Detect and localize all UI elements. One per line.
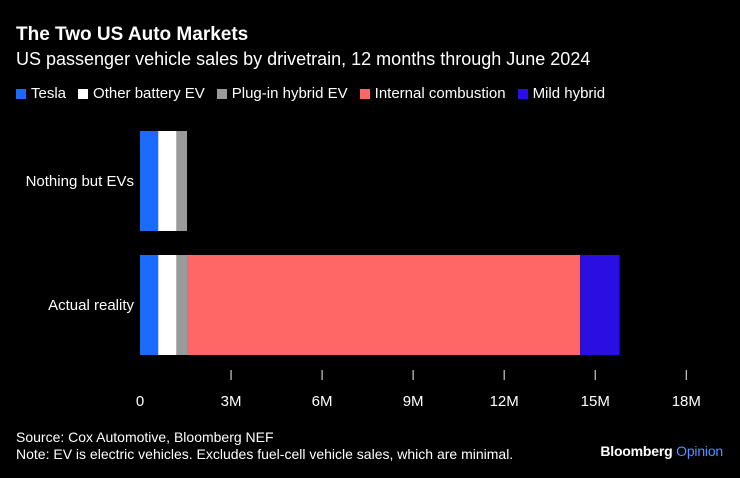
legend-swatch-other-battery-ev <box>78 88 89 99</box>
x-tick-label-9m: 9M <box>403 393 424 410</box>
legend-item-internal-combustion: Internal combustion <box>359 85 506 102</box>
legend-item-mild-hybrid: Mild hybrid <box>517 85 606 102</box>
brand-logo: Bloomberg Opinion <box>600 443 723 459</box>
legend-swatch-plug-in-hybrid-ev <box>216 88 227 99</box>
legend-label-tesla: Tesla <box>31 85 67 102</box>
brand-suffix: Opinion <box>676 443 723 459</box>
x-tick-label-6m: 6M <box>312 393 333 410</box>
bar-actual-reality-other-battery-ev <box>158 255 177 355</box>
bar-actual-reality-mild-hybrid <box>580 255 620 355</box>
category-label-nothing-but-evs: Nothing but EVs <box>26 173 134 190</box>
x-tick-label-18m: 18M <box>672 393 701 410</box>
x-tick-label-0: 0 <box>136 393 144 410</box>
bar-actual-reality-plug-in-hybrid-ev <box>176 255 188 355</box>
legend-swatch-tesla <box>16 88 26 99</box>
legend-swatch-mild-hybrid <box>517 88 528 99</box>
x-tick-label-3m: 3M <box>221 393 242 410</box>
brand-name: Bloomberg <box>600 443 673 459</box>
bar-actual-reality-tesla <box>140 255 159 355</box>
bar-nothing-but-evs-plug-in-hybrid-ev <box>176 131 188 231</box>
bar-nothing-but-evs-tesla <box>140 131 159 231</box>
legend-label-mild-hybrid: Mild hybrid <box>532 85 606 102</box>
legend-swatch-internal-combustion <box>359 88 370 99</box>
category-label-actual-reality: Actual reality <box>48 297 134 314</box>
footnote: Note: EV is electric vehicles. Excludes … <box>16 446 514 462</box>
chart-title: The Two US Auto Markets <box>16 24 249 45</box>
legend: Tesla Other battery EV Plug-in hybrid EV… <box>16 85 617 102</box>
legend-item-plug-in-hybrid-ev: Plug-in hybrid EV <box>216 85 348 102</box>
bar-nothing-but-evs-other-battery-ev <box>158 131 177 231</box>
legend-item-tesla: Tesla <box>16 85 66 102</box>
legend-item-other-battery-ev: Other battery EV <box>78 85 205 102</box>
x-tick-label-15m: 15M <box>581 393 610 410</box>
bar-actual-reality-internal-combustion <box>187 255 581 355</box>
legend-label-plug-in-hybrid-ev: Plug-in hybrid EV <box>231 85 348 102</box>
chart-subtitle: US passenger vehicle sales by drivetrain… <box>16 49 591 69</box>
legend-label-other-battery-ev: Other battery EV <box>93 85 205 102</box>
source-note: Source: Cox Automotive, Bloomberg NEF <box>16 429 274 445</box>
x-tick-label-12m: 12M <box>490 393 519 410</box>
legend-label-internal-combustion: Internal combustion <box>374 85 506 102</box>
footer: Source: Cox Automotive, Bloomberg NEF No… <box>16 429 513 463</box>
